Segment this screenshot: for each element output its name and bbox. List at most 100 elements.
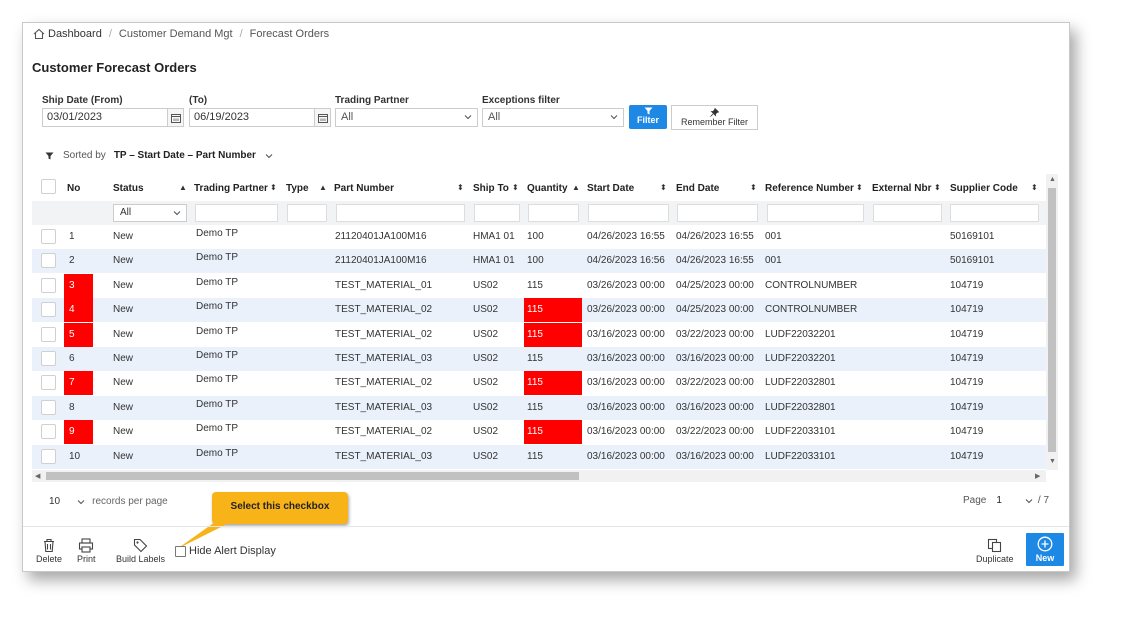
hide-alert-checkbox[interactable] bbox=[175, 545, 186, 557]
status-filter-select[interactable]: All bbox=[113, 204, 187, 222]
cell-ref: LUDF22032801 bbox=[765, 401, 836, 413]
scrollbar-thumb[interactable] bbox=[46, 472, 579, 480]
scrollbar-thumb[interactable] bbox=[1048, 188, 1056, 452]
row-checkbox[interactable] bbox=[41, 448, 56, 464]
breadcrumb-customer-demand[interactable]: Customer Demand Mgt bbox=[118, 28, 233, 40]
header-start-date[interactable]: Start Date bbox=[587, 183, 635, 194]
table-row[interactable]: 4 New Demo TP TEST_MATERIAL_02 US02 115 03/26/… bbox=[32, 298, 1050, 323]
new-button[interactable]: New bbox=[1026, 533, 1064, 566]
sort-both-icon[interactable]: ⬍ bbox=[660, 183, 667, 192]
scroll-down-icon[interactable]: ▼ bbox=[1049, 458, 1056, 465]
trading-partner-select[interactable]: All bbox=[335, 108, 478, 127]
header-no[interactable]: No bbox=[67, 183, 81, 194]
row-checkbox[interactable] bbox=[41, 229, 56, 244]
supplier-code-filter[interactable] bbox=[950, 204, 1039, 222]
header-end-date[interactable]: End Date bbox=[676, 183, 720, 194]
scroll-left-icon[interactable]: ◀ bbox=[35, 473, 41, 480]
trading-partner-filter[interactable] bbox=[195, 204, 278, 222]
row-checkbox[interactable] bbox=[41, 424, 56, 440]
exceptions-filter-select[interactable]: All bbox=[482, 108, 624, 127]
header-supplier-code[interactable]: Supplier Code bbox=[950, 183, 1018, 194]
row-checkbox[interactable] bbox=[41, 302, 56, 318]
delete-button[interactable]: Delete bbox=[36, 538, 62, 564]
sort-both-icon[interactable]: ⬍ bbox=[457, 183, 464, 192]
calendar-icon[interactable] bbox=[168, 108, 184, 127]
breadcrumb-dashboard[interactable]: Dashboard bbox=[48, 28, 102, 40]
select-all-checkbox[interactable] bbox=[41, 179, 56, 194]
cell-status: New bbox=[113, 279, 134, 291]
breadcrumb-forecast-orders: Forecast Orders bbox=[249, 28, 330, 40]
header-type[interactable]: Type bbox=[286, 183, 309, 194]
row-checkbox[interactable] bbox=[41, 253, 56, 269]
type-filter[interactable] bbox=[287, 204, 327, 222]
cell-qty: 115 bbox=[527, 304, 543, 316]
table-row[interactable]: 6 New Demo TP TEST_MATERIAL_03 US02 115 03/16/… bbox=[32, 347, 1050, 371]
row-checkbox[interactable] bbox=[41, 399, 56, 415]
sort-both-icon[interactable]: ⬍ bbox=[270, 183, 277, 192]
end-date-filter[interactable] bbox=[677, 204, 758, 222]
header-part-number[interactable]: Part Number bbox=[334, 183, 395, 194]
cell-part: 21120401JA100M16 bbox=[335, 231, 427, 242]
table-row[interactable]: 8 New Demo TP TEST_MATERIAL_03 US02 115 03/16/… bbox=[32, 395, 1050, 420]
table-row[interactable]: 10 New Demo TP TEST_MATERIAL_03 US02 115 03/16… bbox=[32, 444, 1050, 469]
table-row[interactable]: 5 New Demo TP TEST_MATERIAL_02 US02 115 03/16/… bbox=[32, 322, 1050, 347]
header-trading-partner[interactable]: Trading Partner bbox=[194, 183, 268, 194]
table-row[interactable]: 9 New Demo TP TEST_MATERIAL_02 US02 115 03/16/… bbox=[32, 420, 1050, 445]
chevron-down-icon bbox=[464, 115, 472, 120]
header-external-nbr[interactable]: External Nbr bbox=[872, 183, 932, 194]
table-row[interactable]: 1 New Demo TP 21120401JA100M16 HMA1 01 100 04/… bbox=[32, 225, 1050, 249]
scroll-right-icon[interactable]: ▶ bbox=[1035, 473, 1041, 480]
ship-to-filter[interactable] bbox=[474, 204, 520, 222]
sort-both-icon[interactable]: ⬍ bbox=[512, 183, 519, 192]
cell-supplier: 104719 bbox=[950, 328, 984, 340]
sort-both-icon[interactable]: ⬍ bbox=[934, 183, 941, 192]
sort-asc-icon[interactable]: ▲ bbox=[179, 183, 187, 192]
filter-button[interactable]: Filter bbox=[629, 105, 667, 129]
printer-icon bbox=[79, 538, 94, 553]
start-date-filter[interactable] bbox=[588, 204, 669, 222]
records-per-page-label: records per page bbox=[92, 496, 168, 507]
sort-asc-icon[interactable]: ▲ bbox=[319, 183, 327, 192]
quantity-filter[interactable] bbox=[528, 204, 579, 222]
row-checkbox[interactable] bbox=[41, 326, 56, 342]
sort-both-icon[interactable]: ⬍ bbox=[1031, 183, 1038, 192]
trash-icon bbox=[44, 538, 54, 553]
remember-filter-button[interactable]: Remember Filter bbox=[671, 105, 758, 130]
header-quantity[interactable]: Quantity bbox=[527, 183, 568, 194]
row-checkbox[interactable] bbox=[41, 277, 56, 293]
sort-asc-icon[interactable]: ▲ bbox=[572, 183, 580, 192]
scroll-up-icon[interactable]: ▲ bbox=[1049, 176, 1056, 183]
header-reference-number[interactable]: Reference Number bbox=[765, 183, 854, 194]
cell-status: New bbox=[113, 426, 134, 438]
page-number-select[interactable]: 1 bbox=[996, 495, 1002, 506]
table-row[interactable]: 2 New Demo TP 21120401JA100M16 HMA1 01 100 04/… bbox=[32, 249, 1050, 274]
cell-end: 03/22/2023 00:00 bbox=[676, 328, 754, 340]
row-checkbox[interactable] bbox=[41, 351, 56, 366]
cell-start: 03/26/2023 00:00 bbox=[587, 304, 665, 316]
sort-both-icon[interactable]: ⬍ bbox=[750, 183, 757, 192]
chevron-down-icon[interactable] bbox=[1025, 497, 1033, 505]
external-nbr-filter[interactable] bbox=[873, 204, 942, 222]
chevron-down-icon[interactable] bbox=[77, 498, 85, 506]
duplicate-button[interactable]: Duplicate bbox=[976, 538, 1014, 564]
sort-both-icon[interactable]: ⬍ bbox=[856, 183, 863, 192]
calendar-icon[interactable] bbox=[315, 108, 331, 127]
row-checkbox[interactable] bbox=[41, 375, 56, 391]
hide-alert-display-control[interactable]: Hide Alert Display bbox=[175, 545, 276, 557]
table-row[interactable]: 7 New Demo TP TEST_MATERIAL_02 US02 115 03/16/… bbox=[32, 371, 1050, 396]
cell-tp: Demo TP bbox=[196, 398, 239, 410]
part-number-filter[interactable] bbox=[336, 204, 465, 222]
header-ship-to[interactable]: Ship To bbox=[473, 183, 509, 194]
horizontal-scrollbar[interactable]: ◀ ▶ bbox=[32, 470, 1046, 482]
table-row[interactable]: 3 New Demo TP TEST_MATERIAL_01 US02 115 03/26/… bbox=[32, 273, 1050, 298]
ship-date-from-input[interactable]: 03/01/2023 bbox=[42, 108, 168, 127]
page-size-select[interactable]: 10 bbox=[49, 496, 61, 507]
cell-status: New bbox=[113, 304, 134, 316]
ship-date-to-input[interactable]: 06/19/2023 bbox=[189, 108, 315, 127]
sort-indicator[interactable]: Sorted by TP – Start Date – Part Number bbox=[45, 150, 273, 161]
reference-number-filter[interactable] bbox=[767, 204, 864, 222]
vertical-scrollbar[interactable]: ▲ ▼ bbox=[1046, 174, 1058, 470]
print-button[interactable]: Print bbox=[77, 538, 96, 564]
build-labels-button[interactable]: Build Labels bbox=[116, 538, 165, 564]
header-status[interactable]: Status bbox=[113, 183, 144, 194]
